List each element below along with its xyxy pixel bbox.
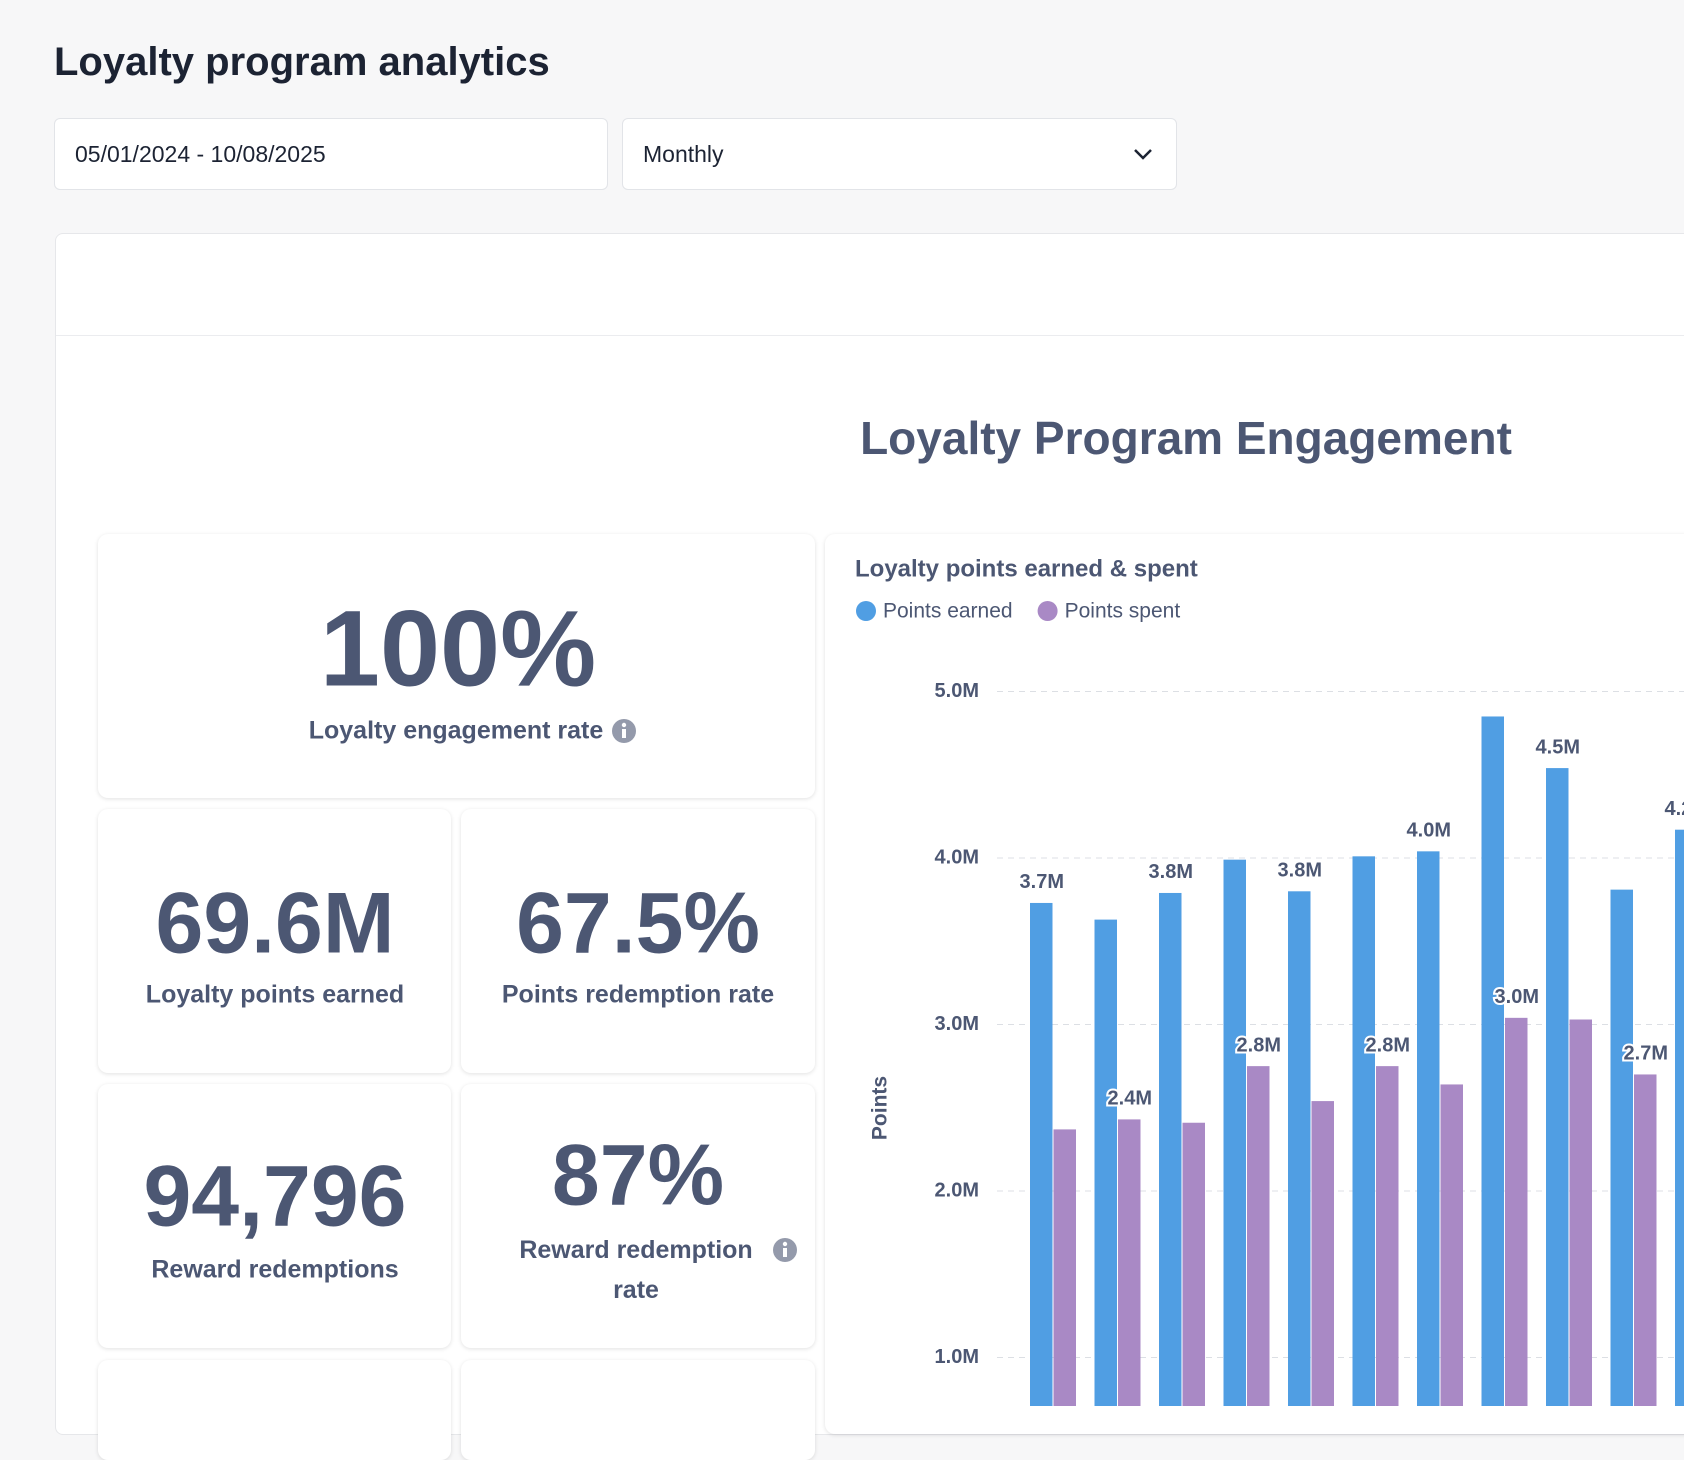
kpi-card bbox=[461, 1360, 815, 1460]
legend-swatch bbox=[856, 601, 876, 621]
y-axis-label: Points bbox=[869, 1076, 892, 1140]
kpi-card bbox=[98, 534, 815, 798]
data-label: 2.8M bbox=[1237, 1034, 1281, 1056]
y-tick-label: 2.0M bbox=[935, 1179, 979, 1201]
bar bbox=[1675, 829, 1684, 1406]
bar bbox=[1505, 1017, 1528, 1406]
bar bbox=[1440, 1084, 1463, 1406]
dropdown-value: Monthly bbox=[643, 141, 724, 167]
data-label: 4.5M bbox=[1536, 736, 1580, 758]
info-icon[interactable] bbox=[611, 718, 637, 744]
data-label: 3.8M bbox=[1149, 861, 1193, 883]
y-tick-label: 1.0M bbox=[935, 1346, 979, 1368]
bar bbox=[1247, 1066, 1270, 1406]
kpi-label: Loyalty engagement rate bbox=[308, 716, 604, 745]
kpi-value: 94,796 bbox=[143, 1148, 407, 1245]
kpi-label: Reward redemptions bbox=[151, 1255, 399, 1284]
kpi-label: Reward redemption rate bbox=[519, 1236, 753, 1304]
bar bbox=[1546, 768, 1569, 1406]
info-icon[interactable] bbox=[772, 1237, 798, 1263]
kpi-value: 100% bbox=[319, 587, 597, 709]
kpi-card bbox=[98, 809, 451, 1073]
data-label: 2.4M bbox=[1108, 1088, 1152, 1110]
kpi-value: 69.6M bbox=[155, 875, 395, 972]
kpi-card bbox=[461, 1084, 815, 1348]
bar bbox=[1311, 1101, 1334, 1406]
kpi-label: Points redemption rate bbox=[501, 980, 775, 1009]
bar bbox=[1376, 1066, 1399, 1406]
bar bbox=[1634, 1074, 1657, 1406]
bar bbox=[1288, 891, 1311, 1406]
bar bbox=[1352, 856, 1375, 1406]
date-range-input[interactable]: 05/01/2024 - 10/08/2025 bbox=[54, 118, 608, 190]
legend-swatch bbox=[1037, 601, 1058, 621]
page-title: Loyalty program analytics bbox=[54, 40, 550, 84]
page: Loyalty program analytics 05/01/2024 - 1… bbox=[54, 40, 1684, 1435]
data-label: 3.8M bbox=[1278, 860, 1322, 882]
kpi-value: 87% bbox=[551, 1127, 725, 1224]
granularity-dropdown[interactable]: Monthly bbox=[622, 118, 1177, 190]
bar bbox=[1118, 1119, 1141, 1406]
chevron-icon bbox=[1134, 149, 1152, 160]
y-tick-label: 3.0M bbox=[935, 1013, 979, 1035]
chart-title: Loyalty points earned & spent bbox=[855, 555, 1198, 582]
bar bbox=[1481, 716, 1504, 1406]
data-label: 2.7M bbox=[1624, 1043, 1668, 1065]
bar bbox=[1159, 892, 1182, 1406]
legend-label: Points spent bbox=[1065, 600, 1181, 623]
kpi-card bbox=[461, 809, 815, 1073]
legend-label: Points earned bbox=[883, 600, 1013, 623]
bar bbox=[1094, 919, 1117, 1406]
data-label: 4.0M bbox=[1407, 820, 1451, 842]
kpi-value: 67.5% bbox=[516, 875, 760, 972]
data-label: 3.7M bbox=[1020, 871, 1064, 893]
data-label: 3.0M bbox=[1495, 986, 1539, 1008]
section-title: Loyalty Program Engagement bbox=[860, 412, 1512, 464]
bar bbox=[1569, 1019, 1592, 1406]
bar bbox=[1053, 1129, 1076, 1406]
divider bbox=[56, 335, 1684, 336]
kpi-label: Loyalty points earned bbox=[145, 980, 405, 1009]
y-tick-label: 5.0M bbox=[935, 680, 979, 702]
bar bbox=[1417, 851, 1440, 1406]
kpi-card bbox=[98, 1360, 451, 1460]
data-label: 4.2M bbox=[1665, 798, 1684, 820]
bar bbox=[1030, 902, 1053, 1406]
bar bbox=[1223, 859, 1246, 1406]
data-label: 2.8M bbox=[1366, 1034, 1410, 1056]
chart: Loyalty points earned & spent Points Poi… bbox=[855, 555, 1684, 1406]
bar bbox=[1182, 1122, 1205, 1406]
bar bbox=[1610, 889, 1633, 1406]
kpi-card bbox=[98, 1084, 451, 1348]
y-tick-label: 4.0M bbox=[935, 846, 979, 868]
